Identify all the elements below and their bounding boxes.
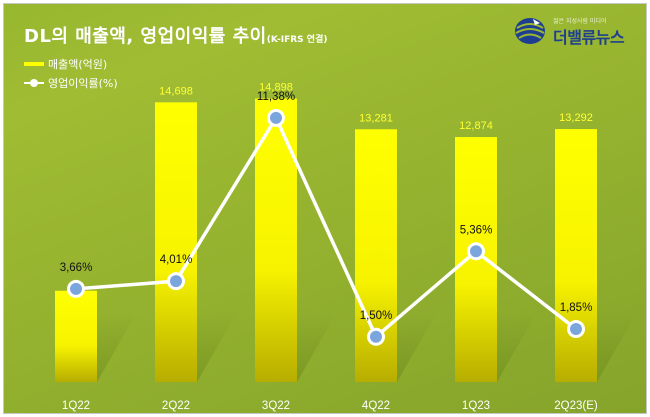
chart-frame: 14,698 14,898 13,281 12,874 13,292 3,66% 4,01… — [3, 3, 647, 414]
globe-icon — [515, 18, 545, 44]
line-value-labels: 3,66% 4,01% 11,38% 1,50% 5,36% 1,85% — [60, 91, 593, 322]
bar-value-label: 13,281 — [359, 112, 393, 124]
line-marker-2Q22 — [170, 275, 182, 288]
x-axis-labels: 1Q22 2Q22 3Q22 4Q22 1Q23 2Q23(E) — [62, 400, 598, 412]
line-marker-3Q22 — [270, 111, 282, 124]
line-marker-1Q22 — [70, 282, 82, 295]
logo-tagline: 젊은 지성사람 미디어 — [553, 18, 607, 25]
bar-value-label: 14,698 — [159, 85, 193, 97]
line-value-label: 5,36% — [460, 224, 493, 236]
line-value-label: 3,66% — [60, 262, 93, 274]
x-tick-label: 2Q22 — [162, 400, 190, 412]
legend-label-revenue: 매출액(억원) — [48, 57, 108, 71]
x-tick-label: 2Q23(E) — [554, 400, 598, 412]
line-marker-2Q23(E) — [570, 323, 582, 336]
line-value-label: 11,38% — [257, 91, 295, 103]
line-value-label: 1,50% — [360, 310, 393, 322]
line-value-label: 1,85% — [560, 302, 593, 314]
x-tick-label: 1Q22 — [62, 400, 90, 412]
logo-name: 더밸류뉴스 — [553, 28, 625, 47]
line-marker-1Q23 — [470, 245, 482, 258]
legend-item-revenue: 매출액(억원) — [24, 54, 118, 73]
bar-value-label: 12,874 — [459, 120, 493, 132]
publisher-logo: 젊은 지성사람 미디어 더밸류뉴스 — [513, 12, 643, 50]
margin-line — [75, 116, 578, 339]
bar-2Q22 — [155, 102, 197, 382]
x-tick-label: 4Q22 — [362, 400, 390, 412]
x-tick-label: 1Q23 — [462, 400, 490, 412]
chart-canvas: 14,698 14,898 13,281 12,874 13,292 3,66% 4,01… — [55, 82, 637, 412]
legend-label-margin: 영업이익률(%) — [48, 76, 118, 90]
bar-value-label: 14,898 — [259, 82, 293, 94]
title-note: (K-IFRS 연결) — [266, 35, 328, 45]
chart-title: DL의 매출액, 영업이익률 추이(K-IFRS 연결) — [24, 22, 327, 48]
line-series — [67, 108, 585, 346]
legend: 매출액(억원) 영업이익률(%) — [24, 54, 118, 92]
legend-swatch-bar — [24, 61, 44, 66]
legend-item-margin: 영업이익률(%) — [24, 73, 118, 92]
bar-1Q22 — [55, 290, 97, 382]
bar-2Q23(E) — [555, 129, 597, 382]
x-tick-label: 3Q22 — [262, 400, 290, 412]
bar-value-label: 13,292 — [559, 112, 593, 124]
bar-shadows — [55, 312, 637, 382]
line-marker-4Q22 — [370, 330, 382, 343]
line-value-label: 4,01% — [160, 254, 193, 266]
bar-series — [55, 98, 597, 383]
title-main: DL의 매출액, 영업이익률 추이 — [24, 26, 267, 47]
legend-swatch-line — [24, 78, 44, 88]
bar-value-labels: 14,698 14,898 13,281 12,874 13,292 — [159, 82, 593, 133]
